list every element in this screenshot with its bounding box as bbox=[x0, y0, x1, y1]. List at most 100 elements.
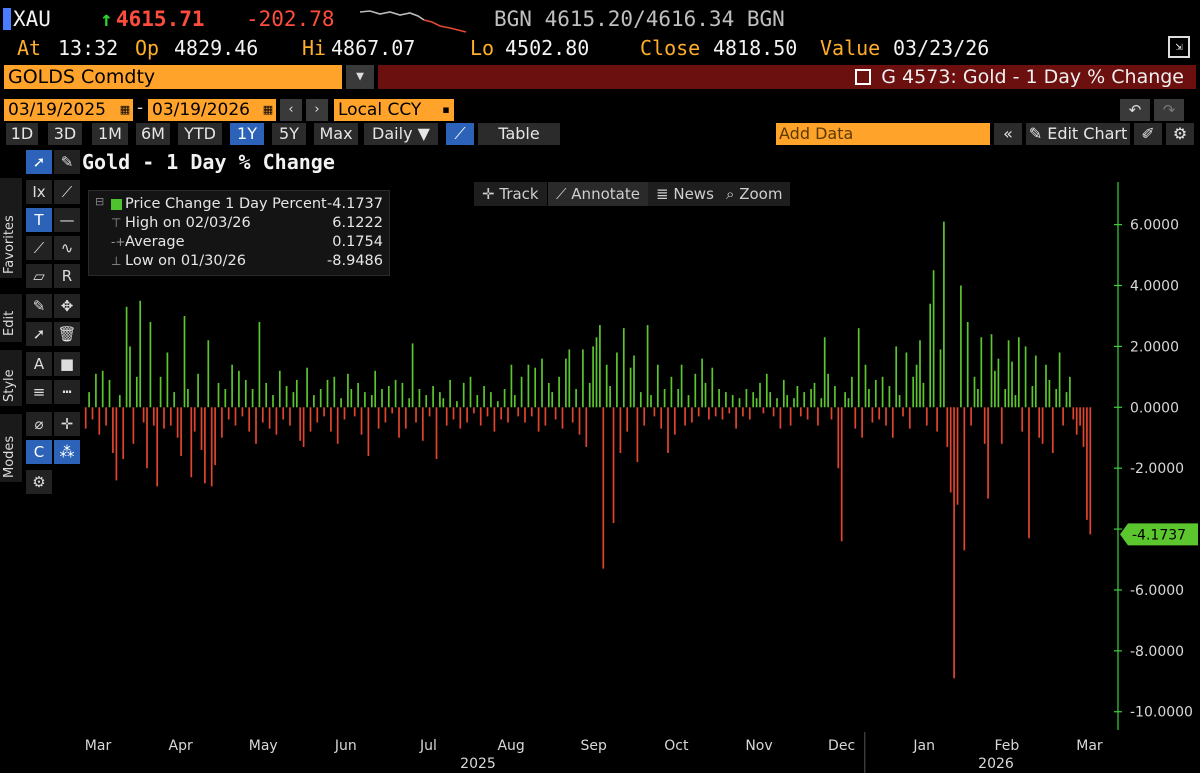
end-date-input[interactable]: 03/19/2026 bbox=[148, 99, 260, 121]
fill-color-icon[interactable]: ■ bbox=[54, 352, 80, 376]
settings-small-icon[interactable]: ⚙ bbox=[26, 470, 52, 494]
table-button[interactable]: Table bbox=[478, 123, 560, 145]
chevron-down-icon: ▼ bbox=[417, 124, 430, 143]
x-tick-label: Nov bbox=[745, 738, 772, 754]
period-6m[interactable]: 6M bbox=[136, 123, 170, 145]
open-value: 4829.46 bbox=[174, 36, 259, 60]
redo-button[interactable]: ↷ bbox=[1154, 99, 1184, 121]
last-price: 4615.71 bbox=[116, 7, 205, 31]
period-bar: 1D 3D 1M 6M YTD 1Y 5Y Max Daily ▼ ⟋ Tabl… bbox=[0, 122, 1200, 146]
value-label: Value bbox=[820, 36, 881, 60]
period-5y[interactable]: 5Y bbox=[272, 123, 306, 145]
legend-average-value: 0.1754 bbox=[332, 234, 383, 250]
next-range-button[interactable]: › bbox=[306, 99, 328, 121]
annotate-label: Annotate bbox=[571, 185, 640, 203]
wave-tool-icon[interactable]: ∿ bbox=[54, 236, 80, 260]
draw-line-icon[interactable]: ✎ bbox=[54, 150, 80, 174]
currency-select[interactable]: Local CCY bbox=[334, 99, 438, 121]
low-marker-icon: ⊥ bbox=[111, 254, 122, 268]
period-1d[interactable]: 1D bbox=[6, 123, 38, 145]
period-max[interactable]: Max bbox=[314, 123, 358, 145]
up-arrow-icon: ↑ bbox=[100, 7, 113, 31]
legend-series-row: Price Change 1 Day Percent -4.1737 bbox=[89, 195, 389, 214]
line-weight-icon[interactable]: ≡ bbox=[26, 380, 52, 404]
popout-icon[interactable] bbox=[855, 69, 872, 85]
trend-tool-icon[interactable]: ⟋ bbox=[54, 180, 80, 204]
select-icon[interactable]: ➚ bbox=[26, 322, 52, 346]
edit-chart-button[interactable]: ✎ Edit Chart bbox=[1026, 123, 1130, 145]
y-tick-label: -6.0000 bbox=[1130, 583, 1184, 599]
text-tool-icon[interactable]: T bbox=[26, 208, 52, 232]
chart-title: Gold - 1 Day % Change bbox=[82, 150, 335, 174]
edit-icon[interactable]: ✐ bbox=[1134, 123, 1162, 145]
period-3d[interactable]: 3D bbox=[48, 123, 82, 145]
start-date-input[interactable]: 03/19/2025 bbox=[4, 99, 118, 121]
pointer-icon[interactable]: ➚ bbox=[26, 150, 52, 174]
period-ytd[interactable]: YTD bbox=[178, 123, 222, 145]
pencil-icon: ✎ bbox=[1028, 124, 1043, 143]
legend-collapse-icon[interactable]: ⊟ bbox=[95, 195, 105, 208]
zoom-button[interactable]: ⌕ Zoom bbox=[718, 182, 791, 206]
legend-swatch bbox=[111, 199, 122, 210]
annotate-icon: ⟋ bbox=[556, 185, 567, 203]
tab-favorites[interactable]: Favorites bbox=[0, 178, 22, 278]
year-label: 2025 bbox=[460, 756, 496, 772]
close-value: 4818.50 bbox=[713, 36, 798, 60]
security-input[interactable]: GOLDS Comdty bbox=[4, 65, 342, 89]
mode-c-icon[interactable]: C bbox=[26, 440, 52, 464]
security-dropdown-icon[interactable]: ▼ bbox=[346, 65, 374, 89]
news-button[interactable]: ≣ News bbox=[648, 182, 722, 206]
annotate-button[interactable]: ⟋ Annotate bbox=[548, 182, 648, 206]
tab-modes[interactable]: Modes bbox=[0, 414, 22, 482]
collapse-icon[interactable]: « bbox=[994, 123, 1022, 145]
undo-button[interactable]: ↶ bbox=[1120, 99, 1150, 121]
x-tick-label: Jul bbox=[419, 738, 437, 754]
line-style-icon[interactable]: ┅ bbox=[54, 380, 80, 404]
segment-tool-icon[interactable]: ⟋ bbox=[26, 236, 52, 260]
x-tick-label: May bbox=[249, 738, 278, 754]
time-label: At bbox=[17, 36, 42, 60]
end-calendar-icon[interactable]: ▦ bbox=[260, 99, 276, 121]
bid-ask: BGN 4615.20/4616.34 BGN bbox=[494, 7, 785, 31]
retracement-tool-icon[interactable]: R bbox=[54, 264, 80, 288]
y-tick-label: 4.0000 bbox=[1130, 279, 1179, 295]
x-tick-label: Apr bbox=[169, 738, 193, 754]
session-stats: At 13:32 Op 4829.46 Hi 4867.07 Lo 4502.8… bbox=[0, 34, 1200, 62]
screenshot-icon[interactable]: ⇲ bbox=[1168, 36, 1190, 58]
prev-range-button[interactable]: ‹ bbox=[280, 99, 302, 121]
color-dots-icon[interactable]: ⁂ bbox=[54, 440, 80, 464]
y-tick-label: 0.0000 bbox=[1130, 400, 1179, 416]
frequency-label: Daily bbox=[372, 124, 413, 143]
add-data-input[interactable]: Add Data bbox=[776, 123, 990, 145]
last-value-tag bbox=[1120, 523, 1198, 546]
trash-icon[interactable]: 🗑 bbox=[54, 322, 80, 346]
x-tick-label: Feb bbox=[994, 738, 1019, 754]
font-icon[interactable]: A bbox=[26, 352, 52, 376]
percent-tool-icon[interactable]: Ix bbox=[26, 180, 52, 204]
hline-tool-icon[interactable]: — bbox=[54, 208, 80, 232]
start-calendar-icon[interactable]: ▦ bbox=[117, 99, 133, 121]
y-tick-label: -10.0000 bbox=[1130, 705, 1193, 721]
gear-icon[interactable]: ⚙ bbox=[1166, 123, 1194, 145]
period-1y[interactable]: 1Y bbox=[230, 123, 264, 145]
eraser-icon[interactable]: ⌀ bbox=[26, 412, 52, 436]
crosshair-plus-icon[interactable]: ✛ bbox=[54, 412, 80, 436]
x-tick-label: Oct bbox=[664, 738, 689, 754]
frequency-select[interactable]: Daily ▼ bbox=[364, 123, 438, 145]
legend-series-value: -4.1737 bbox=[327, 196, 383, 212]
security-bar: GOLDS Comdty ▼ G 4573: Gold - 1 Day % Ch… bbox=[0, 63, 1200, 91]
x-tick-label: Mar bbox=[85, 738, 112, 754]
period-1m[interactable]: 1M bbox=[92, 123, 128, 145]
pen-icon[interactable]: ✎ bbox=[26, 294, 52, 318]
channel-tool-icon[interactable]: ▱ bbox=[26, 264, 52, 288]
magnifier-icon: ⌕ bbox=[726, 185, 735, 203]
high-value: 4867.07 bbox=[331, 36, 416, 60]
tab-edit[interactable]: Edit bbox=[0, 294, 22, 342]
track-button[interactable]: ✛ Track bbox=[474, 182, 547, 206]
x-tick-label: Jun bbox=[334, 738, 357, 754]
tab-style[interactable]: Style bbox=[0, 350, 22, 406]
currency-dropdown-icon[interactable]: ▪ bbox=[438, 99, 454, 121]
move-icon[interactable]: ✥ bbox=[54, 294, 80, 318]
line-chart-icon[interactable]: ⟋ bbox=[446, 123, 474, 145]
